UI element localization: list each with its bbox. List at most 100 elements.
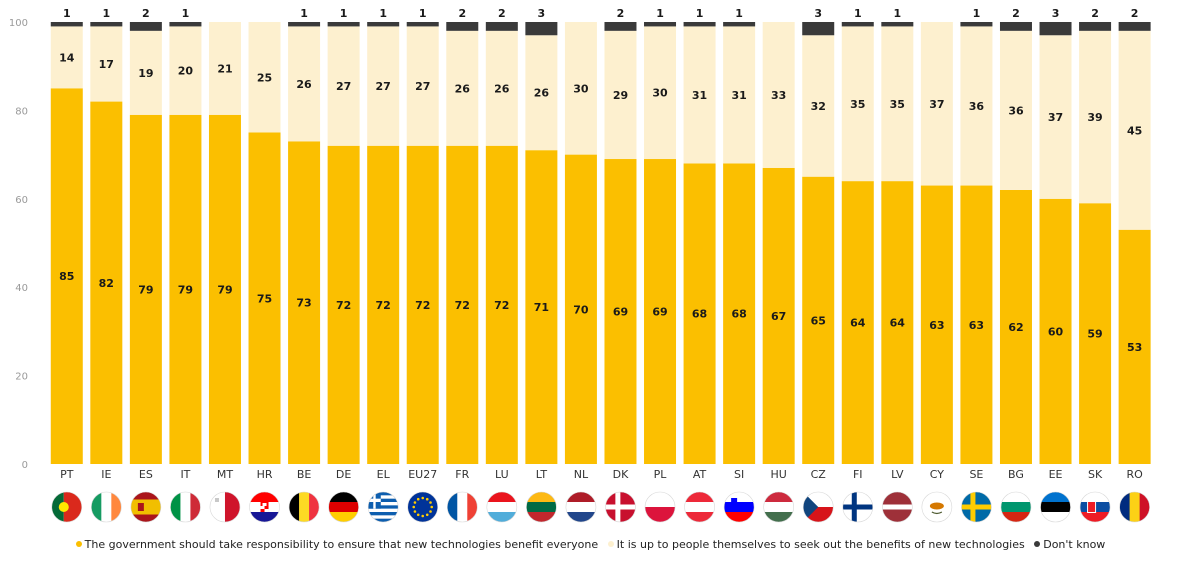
flag-part bbox=[249, 492, 280, 503]
legend-swatch-government bbox=[75, 541, 82, 547]
data-label-government: 67 bbox=[771, 310, 786, 323]
flag-part bbox=[130, 499, 161, 515]
flag-de-icon bbox=[328, 492, 359, 522]
legend-label-dont-know: Don't know bbox=[1043, 538, 1106, 551]
flag-part bbox=[328, 512, 359, 522]
bar-segment-people bbox=[485, 30, 518, 146]
flag-part bbox=[1040, 512, 1071, 522]
flag-part bbox=[425, 497, 429, 501]
flag-outline bbox=[1000, 491, 1032, 523]
category-label: NL bbox=[574, 468, 589, 481]
flag-part bbox=[309, 492, 320, 522]
flag-part bbox=[260, 506, 265, 509]
flag-part bbox=[1040, 502, 1071, 513]
flag-se-icon bbox=[961, 492, 992, 522]
bar-segment-people bbox=[960, 26, 993, 186]
y-tick-label: 0 bbox=[22, 460, 28, 471]
flag-part bbox=[842, 504, 873, 510]
data-label-government: 79 bbox=[138, 283, 153, 296]
bar-segment-government bbox=[999, 189, 1032, 464]
data-label-dont-know: 1 bbox=[63, 7, 71, 20]
data-label-dont-know: 1 bbox=[854, 7, 862, 20]
bar-segment-people bbox=[841, 26, 874, 182]
y-tick-label: 100 bbox=[9, 18, 28, 29]
data-label-government: 70 bbox=[573, 303, 589, 316]
data-label-dont-know: 1 bbox=[419, 7, 427, 20]
bar-segment-dont-know bbox=[367, 22, 400, 27]
data-label-dont-know: 1 bbox=[102, 7, 110, 20]
flag-outline bbox=[802, 491, 834, 523]
flag-pl-icon bbox=[645, 492, 676, 522]
bar-segment-dont-know bbox=[999, 22, 1032, 31]
bar-segment-government bbox=[327, 145, 360, 464]
flag-part bbox=[1000, 492, 1031, 503]
data-label-dont-know: 2 bbox=[1091, 7, 1099, 20]
flag-part bbox=[429, 510, 432, 513]
category-label: EU27 bbox=[408, 468, 437, 481]
data-label-people: 37 bbox=[929, 98, 944, 111]
flag-part bbox=[421, 514, 425, 518]
y-tick-label: 80 bbox=[15, 106, 28, 117]
bar-segment-government bbox=[683, 163, 716, 464]
category-label: CY bbox=[930, 468, 944, 481]
category-label: FI bbox=[853, 468, 863, 481]
data-label-people: 26 bbox=[296, 78, 312, 91]
data-label-government: 60 bbox=[1048, 325, 1064, 338]
data-label-government: 69 bbox=[652, 306, 667, 319]
flag-part bbox=[929, 502, 944, 510]
bar-segment-people bbox=[367, 26, 400, 146]
legend-item-people: It is up to people themselves to seek ou… bbox=[607, 538, 1025, 551]
flag-part bbox=[1139, 492, 1150, 522]
flag-outline bbox=[170, 491, 201, 523]
data-label-people: 20 bbox=[178, 65, 194, 78]
flag-part bbox=[1040, 492, 1071, 503]
flag-outline bbox=[921, 491, 953, 523]
data-label-dont-know: 2 bbox=[458, 7, 466, 20]
flag-outline bbox=[328, 491, 359, 523]
bar-segment-government bbox=[485, 145, 518, 464]
flag-part bbox=[249, 512, 280, 522]
data-label-government: 64 bbox=[890, 317, 906, 330]
bar-segment-people bbox=[446, 30, 479, 146]
data-label-people: 31 bbox=[731, 89, 746, 102]
bar-segment-government bbox=[1118, 229, 1151, 464]
flag-part bbox=[170, 492, 181, 522]
data-label-government: 68 bbox=[731, 308, 746, 321]
data-label-dont-know: 1 bbox=[656, 7, 664, 20]
flag-part bbox=[368, 508, 399, 513]
bar-segment-dont-know bbox=[169, 22, 202, 27]
category-label: DE bbox=[336, 468, 351, 481]
flag-outline bbox=[882, 491, 913, 523]
flag-outline bbox=[209, 491, 241, 523]
bar-segment-government bbox=[723, 163, 756, 464]
flag-lv-icon bbox=[882, 492, 913, 522]
data-label-government: 53 bbox=[1127, 341, 1142, 354]
data-label-dont-know: 2 bbox=[142, 7, 150, 20]
bar-segment-people bbox=[604, 30, 637, 160]
category-label: BG bbox=[1008, 468, 1024, 481]
bar-segment-government bbox=[406, 145, 439, 464]
bar-segment-government bbox=[881, 181, 914, 464]
category-label: PL bbox=[654, 468, 668, 481]
data-label-government: 69 bbox=[613, 306, 628, 319]
bar-segment-government bbox=[960, 185, 993, 465]
flag-part bbox=[645, 507, 676, 522]
flag-si-icon bbox=[724, 492, 755, 522]
flag-pt-icon bbox=[51, 492, 82, 522]
bar-segment-dont-know bbox=[90, 22, 123, 27]
flag-part bbox=[486, 502, 517, 513]
data-label-government: 63 bbox=[969, 319, 984, 332]
flag-part bbox=[425, 513, 429, 517]
bar-segment-people bbox=[50, 26, 83, 89]
data-label-government: 68 bbox=[692, 308, 707, 321]
data-label-people: 30 bbox=[573, 82, 589, 95]
data-label-government: 59 bbox=[1087, 328, 1102, 341]
flag-part bbox=[262, 503, 267, 506]
bar-segment-people bbox=[129, 30, 162, 115]
flag-part bbox=[1080, 492, 1111, 503]
bar-segment-government bbox=[288, 141, 321, 464]
flag-part bbox=[565, 492, 596, 503]
data-label-people: 26 bbox=[455, 82, 471, 95]
legend: The government should take responsibilit… bbox=[0, 538, 1181, 551]
